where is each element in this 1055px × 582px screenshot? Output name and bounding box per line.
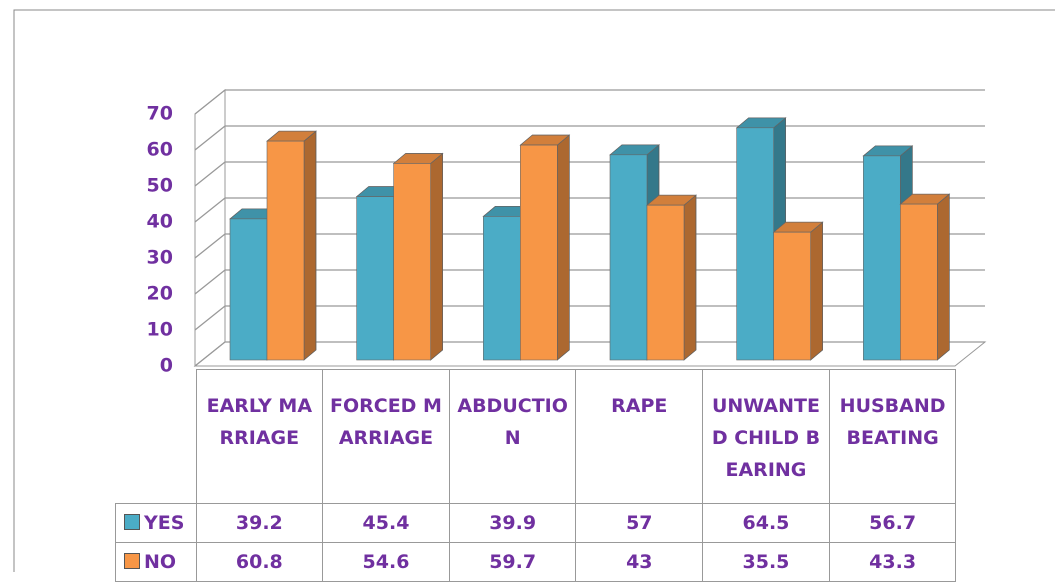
y-tick-label: 50 <box>147 175 173 197</box>
grid-line <box>194 341 985 367</box>
y-tick-label: 20 <box>147 283 173 305</box>
bar <box>646 194 697 361</box>
chart-border <box>13 9 1055 572</box>
value-cell: 45.4 <box>322 503 450 543</box>
value-cell: 43 <box>575 542 704 582</box>
value-cell: 39.9 <box>448 503 577 543</box>
grid-line <box>194 125 985 151</box>
bar <box>266 130 317 361</box>
legend-label: NO <box>144 551 177 573</box>
legend-cell: YES <box>115 503 197 543</box>
value-cell: 64.5 <box>702 503 830 543</box>
legend-swatch <box>124 514 140 530</box>
legend-label: YES <box>144 512 185 534</box>
value-cell: 57 <box>575 503 704 543</box>
value-cell: 35.5 <box>702 542 830 582</box>
value-cell: 43.3 <box>828 542 957 582</box>
category-label: RAPE <box>575 369 704 504</box>
legend-swatch <box>124 553 140 569</box>
grid-line <box>194 305 985 331</box>
y-tick-label: 30 <box>147 247 173 269</box>
legend-cell: NO <box>115 542 197 582</box>
value-cell: 39.2 <box>195 503 324 543</box>
data-table: EARLY MARRIAGE FORCED MARRIAGE ABDUCTION RA… <box>115 369 957 582</box>
y-tick-label: 40 <box>147 211 173 233</box>
y-tick-label: 60 <box>147 139 173 161</box>
table-row: YES 39.2 45.4 39.9 57 64.5 56.7 <box>115 503 957 543</box>
back-wall <box>194 88 226 368</box>
value-cell: 56.7 <box>828 503 957 543</box>
y-tick-label: 70 <box>147 103 173 125</box>
bar <box>392 152 444 361</box>
grid-line <box>194 161 985 187</box>
bar <box>519 134 571 361</box>
grid-line <box>194 89 985 115</box>
table-row: EARLY MARRIAGE FORCED MARRIAGE ABDUCTION RA… <box>116 369 957 504</box>
table-row: NO 60.8 54.6 59.7 43 35.5 43.3 <box>115 542 957 582</box>
blank-cell <box>116 370 197 504</box>
bar <box>899 193 951 361</box>
value-cell: 54.6 <box>322 542 450 582</box>
y-tick-label: 0 <box>160 355 173 377</box>
grid-line <box>194 269 985 295</box>
value-cell: 60.8 <box>195 542 324 582</box>
category-label: UNWANTED CHILD BEARING <box>702 369 830 504</box>
category-label: EARLY MARRIAGE <box>195 369 324 504</box>
grid-line <box>194 233 985 259</box>
value-cell: 59.7 <box>448 542 577 582</box>
y-tick-label: 10 <box>147 319 173 341</box>
bar <box>772 221 824 361</box>
category-label: ABDUCTION <box>448 369 577 504</box>
grid-line <box>194 197 985 223</box>
category-label: HUSBAND BEATING <box>828 369 957 504</box>
category-label: FORCED MARRIAGE <box>322 369 450 504</box>
